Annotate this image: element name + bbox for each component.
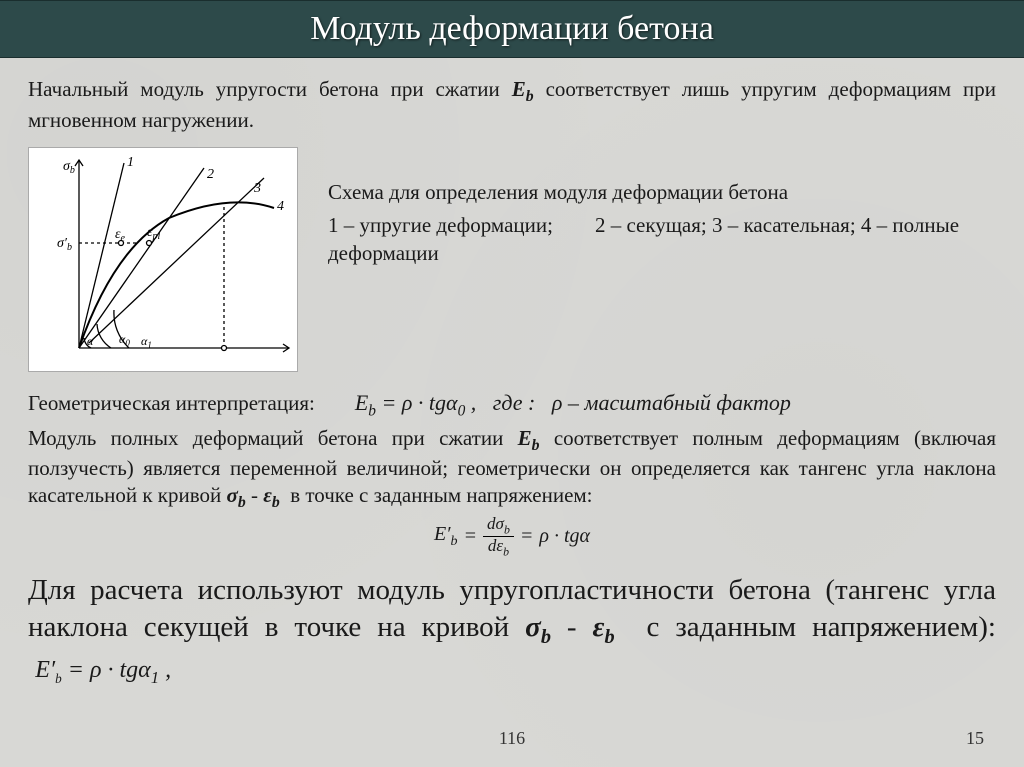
symbol-b: b — [526, 88, 534, 105]
axis-y-label: σb — [63, 159, 75, 176]
point-eps-e: εe — [115, 227, 126, 244]
formula-secant-modulus: E′b = ρ · tgα1 , — [35, 657, 171, 683]
caption-legend: 1 – упругие деформации; 2 – секущая; 3 –… — [328, 212, 996, 267]
page-number-center: 116 — [499, 728, 525, 749]
caption-header: Схема для определения модуля деформации … — [328, 179, 996, 206]
intro-pre: Начальный модуль упругости бетона при сж… — [28, 77, 512, 101]
slide-title-bar: Модуль деформации бетона — [0, 0, 1024, 58]
geometric-interpretation: Геометрическая интерпретация: Eb = ρ · t… — [28, 390, 996, 558]
deformation-diagram: σb σ′b εe εpl 1 2 3 4 α α0 α1 — [28, 147, 298, 372]
slide-title: Модуль деформации бетона — [310, 10, 714, 48]
curve-label-3: 3 — [253, 181, 261, 196]
angle-alpha1: α1 — [141, 334, 152, 350]
geom-label: Геометрическая интерпретация: — [28, 391, 315, 416]
curve-label-4: 4 — [277, 199, 284, 214]
slide-footer: 116 15 — [0, 728, 1024, 749]
diagram-caption: Схема для определения модуля деформации … — [328, 147, 996, 267]
formula-tangent-modulus: E′b = dσb dεb = ρ · tgα — [434, 515, 590, 559]
angle-alpha0: α0 — [119, 332, 130, 348]
elastoplastic-paragraph: Для расчета используют модуль упругоплас… — [28, 572, 996, 688]
point-sigma-prime: σ′b — [57, 236, 72, 253]
figure-row: σb σ′b εe εpl 1 2 3 4 α α0 α1 Схема для … — [28, 147, 996, 372]
intro-paragraph: Начальный модуль упругости бетона при сж… — [28, 76, 996, 133]
formula-initial-modulus: Eb = ρ · tgα0 , где : ρ – масштабный фак… — [355, 390, 791, 420]
curve-label-1: 1 — [127, 155, 134, 170]
curve-label-2: 2 — [207, 167, 214, 182]
geom-body: Модуль полных деформаций бетона при сжат… — [28, 425, 996, 513]
angle-alpha: α — [87, 334, 94, 348]
symbol-E: E — [512, 77, 526, 101]
page-number-right: 15 — [966, 728, 984, 749]
slide-content: Начальный модуль упругости бетона при сж… — [0, 58, 1024, 699]
